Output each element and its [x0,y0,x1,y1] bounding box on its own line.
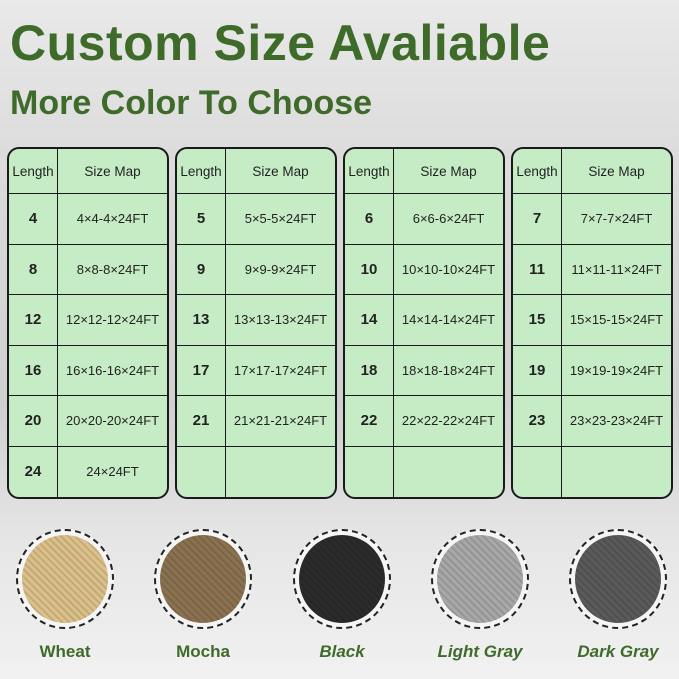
size-cell: 10×10-10×24FT [394,245,503,295]
headline-title: Custom Size Avaliable [10,15,551,71]
size-cell: 19×19-19×24FT [562,346,671,396]
header-length: Length [513,149,562,194]
length-cell: 13 [177,295,226,346]
size-table: Length Size Map 7 7×7-7×24FT 11 11×11-11×2… [511,147,673,499]
length-cell: 5 [177,194,226,245]
length-cell: 9 [177,244,226,295]
length-cell: 7 [513,194,562,245]
color-swatch-mocha[interactable] [154,529,252,629]
length-cell: 11 [513,244,562,295]
size-cell: 13×13-13×24FT [226,295,335,346]
color-swatch-light-gray[interactable] [431,529,529,629]
length-cell: 17 [177,345,226,396]
size-table: Length Size Map 5 5×5-5×24FT 9 9×9-9×24FT 1… [175,147,337,499]
length-cell: 20 [9,396,58,447]
length-cell: 12 [9,295,58,346]
size-cell: 11×11-11×24FT [562,245,671,295]
color-label: Wheat [39,642,91,661]
length-cell [177,446,226,497]
header-length: Length [345,149,394,194]
length-cell: 18 [345,345,394,396]
length-cell: 15 [513,295,562,346]
size-cell: 23×23-23×24FT [562,396,671,447]
length-cell: 6 [345,194,394,245]
size-cell [226,447,335,498]
header-size-map: Size Map [562,149,671,194]
length-cell [345,446,394,497]
color-label: Light Gray [437,642,523,661]
size-cell: 17×17-17×24FT [226,346,335,396]
size-cell: 18×18-18×24FT [394,346,503,396]
size-cell: 5×5-5×24FT [226,194,335,245]
header-length: Length [9,149,58,194]
fabric-texture-icon [160,535,246,623]
color-swatch-dark-gray[interactable] [569,529,667,629]
size-cell: 24×24FT [86,464,139,480]
length-cell: 10 [345,244,394,295]
size-cell: 14×14-14×24FT [394,295,503,346]
size-cell: 12×12-12×24FT [58,295,167,346]
size-table: Length Size Map 4 4×4-4×24FT 8 8×8-8×24FT 1… [7,147,169,499]
size-cell [562,447,671,498]
color-label: Mocha [176,642,230,661]
length-cell: 14 [345,295,394,346]
header-length: Length [177,149,226,194]
size-cell: 22×22-22×24FT [394,396,503,447]
length-cell: 23 [513,396,562,447]
size-cell: 8×8-8×24FT [58,245,167,295]
color-label: Dark Gray [577,642,659,661]
headline-subtitle: More Color To Choose [10,84,373,122]
color-label: Black [319,642,365,661]
length-cell: 21 [177,396,226,447]
header-size-map: Size Map [394,149,503,194]
size-cell [394,447,503,498]
size-cell: 21×21-21×24FT [226,396,335,447]
fabric-texture-icon [299,535,385,623]
fabric-texture-icon [575,535,661,623]
size-cell: 4×4-4×24FT [58,194,167,245]
size-cell: 6×6-6×24FT [394,194,503,245]
size-cell: 15×15-15×24FT [562,295,671,346]
fabric-texture-icon [437,535,523,623]
header-size-map: Size Map [226,149,335,194]
size-table: Length Size Map 6 6×6-6×24FT 10 10×10-10×2… [343,147,505,499]
size-cell: 9×9-9×24FT [226,245,335,295]
size-cell: 16×16-16×24FT [58,346,167,396]
header-size-map: Size Map [58,149,167,194]
color-swatch-black[interactable] [293,529,391,629]
fabric-texture-icon [22,535,108,623]
length-cell: 24 [9,446,58,497]
length-cell: 8 [9,244,58,295]
size-cell: 7×7-7×24FT [562,194,671,245]
length-cell: 19 [513,345,562,396]
length-cell: 4 [9,194,58,245]
length-cell [513,446,562,497]
color-swatch-wheat[interactable] [16,529,114,629]
length-cell: 22 [345,396,394,447]
length-cell: 16 [9,345,58,396]
size-cell: 20×20-20×24FT [58,396,167,447]
